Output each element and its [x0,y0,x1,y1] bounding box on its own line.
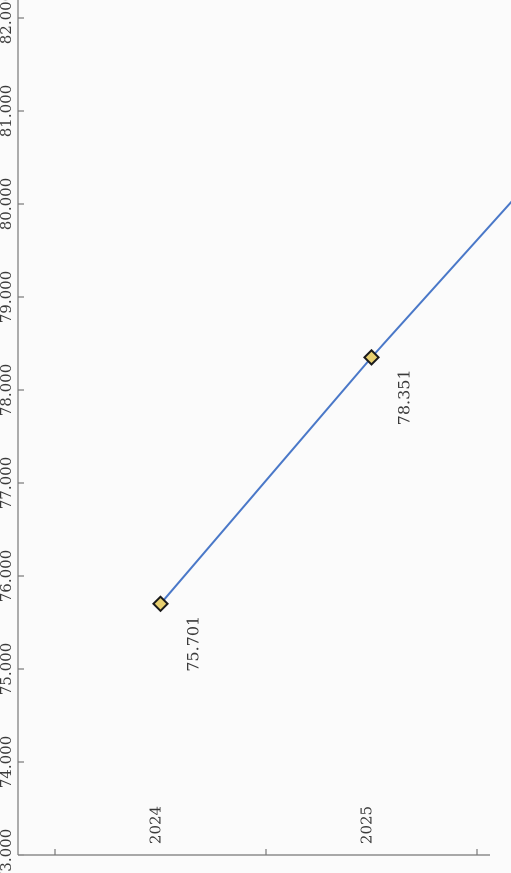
value-tick-label: 82.000 [0,0,15,44]
value-tick-label: 75.000 [0,643,15,696]
value-tick-label: 79.000 [0,271,15,324]
value-tick-label: 78.000 [0,364,15,417]
value-axis-ticks: 73.000 74.000 75.000 76.000 77.000 78.000 79.0… [0,0,24,873]
value-tick-label: 76.000 [0,550,15,603]
category-axis-ticks: 202420252026 [54,806,478,855]
value-tick-label: 81.000 [0,85,15,138]
data-point-marker [152,595,169,613]
axes [17,0,490,856]
category-label: 2024 [147,806,165,844]
data-point-marker [363,348,380,366]
data-label: 78.351 [395,369,414,425]
series-line [159,200,511,605]
category-label: 2025 [358,806,376,844]
value-tick-label: 73.000 [0,829,15,873]
value-tick-label: 77.000 [0,457,15,510]
value-tick-label: 74.000 [0,736,15,789]
data-label: 75.701 [184,616,203,672]
value-tick-label: 80.000 [0,178,15,231]
